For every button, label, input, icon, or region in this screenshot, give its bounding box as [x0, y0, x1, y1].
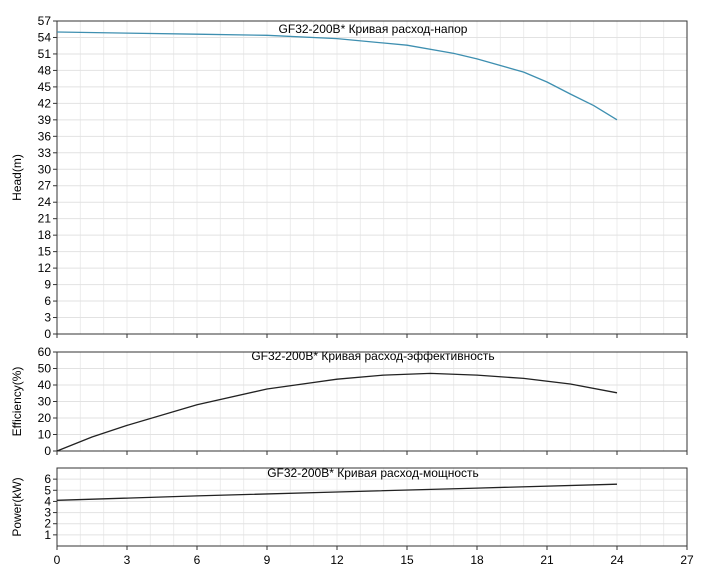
y-tick-label: 10: [38, 428, 52, 442]
y-tick-label: 42: [38, 96, 52, 110]
y-tick-label: 12: [38, 261, 52, 275]
x-tick-label: 18: [470, 553, 484, 567]
x-tick-label: 9: [264, 553, 271, 567]
x-tick-label: 27: [680, 553, 694, 567]
x-tick-label: 15: [400, 553, 414, 567]
x-tick-label: 6: [194, 553, 201, 567]
y-tick-label: 20: [38, 411, 52, 425]
chart-title: GF32-200B* Кривая расход-эффективность: [251, 349, 494, 363]
y-tick-label: 51: [38, 47, 52, 61]
y-tick-label: 5: [44, 483, 51, 497]
chart-panel-efficiency: 0 10 20 30 40 50 60 Efficiency(%) GF32-200B* Кри…: [10, 345, 688, 458]
series-line-power: [56, 483, 618, 501]
chart-panel-head: 036912151821242730333639424548515457Head…: [10, 14, 688, 341]
y-tick-label: 50: [38, 362, 52, 376]
y-axis-title: Power(kW): [10, 477, 24, 536]
x-tick-label: 24: [610, 553, 624, 567]
y-axis-title: Head(m): [10, 154, 24, 201]
y-tick-label: 30: [38, 162, 52, 176]
y-tick-label: 57: [38, 14, 52, 28]
y-tick-label: 18: [38, 228, 52, 242]
y-tick-label: 21: [38, 212, 52, 226]
y-tick-label: 33: [38, 146, 52, 160]
plot-frame: [56, 20, 688, 335]
y-tick-label: 6: [44, 294, 51, 308]
y-tick-label: 45: [38, 80, 52, 94]
y-tick-label: 27: [38, 179, 52, 193]
y-tick-label: 9: [44, 278, 51, 292]
y-axis-title: Efficiency(%): [10, 367, 24, 437]
y-tick-label: 6: [44, 472, 51, 486]
y-tick-label: 39: [38, 113, 52, 127]
y-tick-label: 54: [38, 30, 52, 44]
x-tick-label: 21: [540, 553, 554, 567]
y-tick-label: 60: [38, 345, 52, 359]
series-line-head: [56, 31, 618, 121]
y-tick-label: 2: [44, 517, 51, 531]
plot-frame: [56, 467, 688, 547]
x-tick-label: 3: [124, 553, 131, 567]
y-tick-label: 24: [38, 195, 52, 209]
chart-title: GF32-200B* Кривая расход-мощность: [267, 466, 479, 480]
y-tick-label: 36: [38, 129, 52, 143]
x-tick-label: 0: [54, 553, 61, 567]
y-tick-label: 1: [44, 528, 51, 542]
chart-title: GF32-200B* Кривая расход-напор: [279, 22, 468, 36]
y-tick-label: 0: [44, 327, 51, 341]
y-tick-label: 40: [38, 378, 52, 392]
y-tick-label: 3: [44, 311, 51, 325]
y-tick-label: 30: [38, 395, 52, 409]
y-tick-label: 0: [44, 444, 51, 458]
y-tick-label: 15: [38, 245, 52, 259]
y-tick-label: 48: [38, 63, 52, 77]
x-tick-label: 12: [330, 553, 344, 567]
y-tick-label: 4: [44, 494, 51, 508]
series-line-efficiency: [56, 372, 618, 452]
y-tick-label: 3: [44, 506, 51, 520]
